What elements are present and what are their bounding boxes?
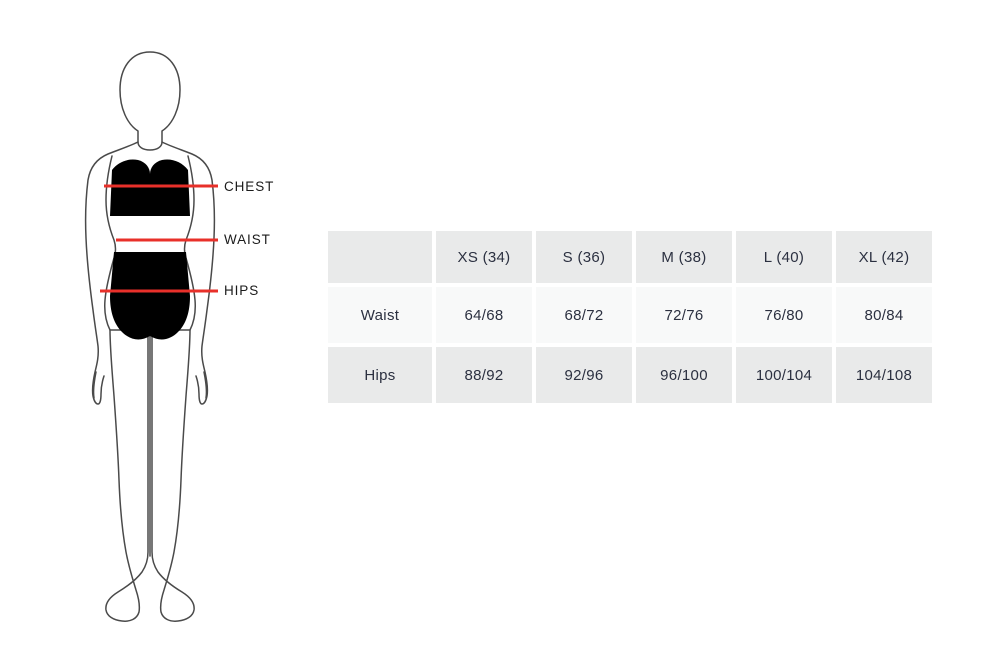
- header-cell-l: L (40): [736, 231, 832, 283]
- header-cell-blank: [328, 231, 432, 283]
- cell-hips-s-text: 92/96: [564, 366, 604, 384]
- mannequin-figure-panel: CHEST WAIST HIPS: [0, 0, 300, 663]
- cell-hips-m: 96/100: [636, 347, 732, 403]
- cell-waist-xs-text: 64/68: [464, 306, 504, 324]
- table-row-hips: Hips 88/92 92/96 96/100 100/104 104/108: [328, 347, 932, 403]
- right-arm-outline: [161, 141, 216, 405]
- cell-hips-m-text: 96/100: [660, 366, 708, 384]
- header-xs-text: XS (34): [457, 248, 511, 266]
- cell-waist-xs: 64/68: [436, 287, 532, 343]
- chest-label: CHEST: [224, 179, 275, 194]
- table-row-waist: Waist 64/68 68/72 72/76 76/80 80/84: [328, 287, 932, 343]
- cell-waist-s-text: 68/72: [564, 306, 604, 324]
- cell-waist-l-text: 76/80: [764, 306, 804, 324]
- right-leg-outline: [151, 329, 195, 622]
- size-chart-table: XS (34) S (36) M (38) L (40) XL (42) Wai…: [324, 227, 936, 407]
- left-hand-detail: [92, 371, 97, 399]
- header-cell-xl: XL (42): [836, 231, 932, 283]
- hips-label: HIPS: [224, 283, 260, 298]
- cell-waist-m-text: 72/76: [664, 306, 704, 324]
- table-header-row: XS (34) S (36) M (38) L (40) XL (42): [328, 231, 932, 283]
- cell-waist-m: 72/76: [636, 287, 732, 343]
- header-xl-text: XL (42): [858, 248, 910, 266]
- row-label-waist-text: Waist: [360, 306, 400, 324]
- cell-hips-xs: 88/92: [436, 347, 532, 403]
- row-label-waist: Waist: [328, 287, 432, 343]
- left-torso-line: [104, 155, 117, 331]
- mannequin-figure-illustration: [84, 51, 218, 622]
- cell-hips-l: 100/104: [736, 347, 832, 403]
- header-s-text: S (36): [562, 248, 606, 266]
- header-cell-m: M (38): [636, 231, 732, 283]
- cell-waist-s: 68/72: [536, 287, 632, 343]
- left-arm-outline: [84, 141, 139, 405]
- cell-hips-xl: 104/108: [836, 347, 932, 403]
- cell-hips-l-text: 100/104: [755, 366, 813, 384]
- right-hand-detail: [203, 371, 208, 399]
- cell-hips-s: 92/96: [536, 347, 632, 403]
- cell-hips-xs-text: 88/92: [464, 366, 504, 384]
- header-l-text: L (40): [763, 248, 805, 266]
- header-cell-s: S (36): [536, 231, 632, 283]
- body-outline: [84, 51, 216, 622]
- cell-hips-xl-text: 104/108: [855, 366, 913, 384]
- header-m-text: M (38): [661, 248, 707, 266]
- left-leg-outline: [105, 329, 149, 622]
- cell-waist-xl-text: 80/84: [864, 306, 904, 324]
- right-torso-line: [183, 155, 196, 331]
- row-label-hips: Hips: [328, 347, 432, 403]
- header-cell-xs: XS (34): [436, 231, 532, 283]
- swimsuit-bottom: [110, 252, 190, 340]
- waist-label: WAIST: [224, 232, 271, 247]
- cell-waist-l: 76/80: [736, 287, 832, 343]
- head-outline: [119, 51, 181, 151]
- cell-waist-xl: 80/84: [836, 287, 932, 343]
- row-label-hips-text: Hips: [364, 366, 396, 384]
- swimsuit-top: [110, 159, 190, 216]
